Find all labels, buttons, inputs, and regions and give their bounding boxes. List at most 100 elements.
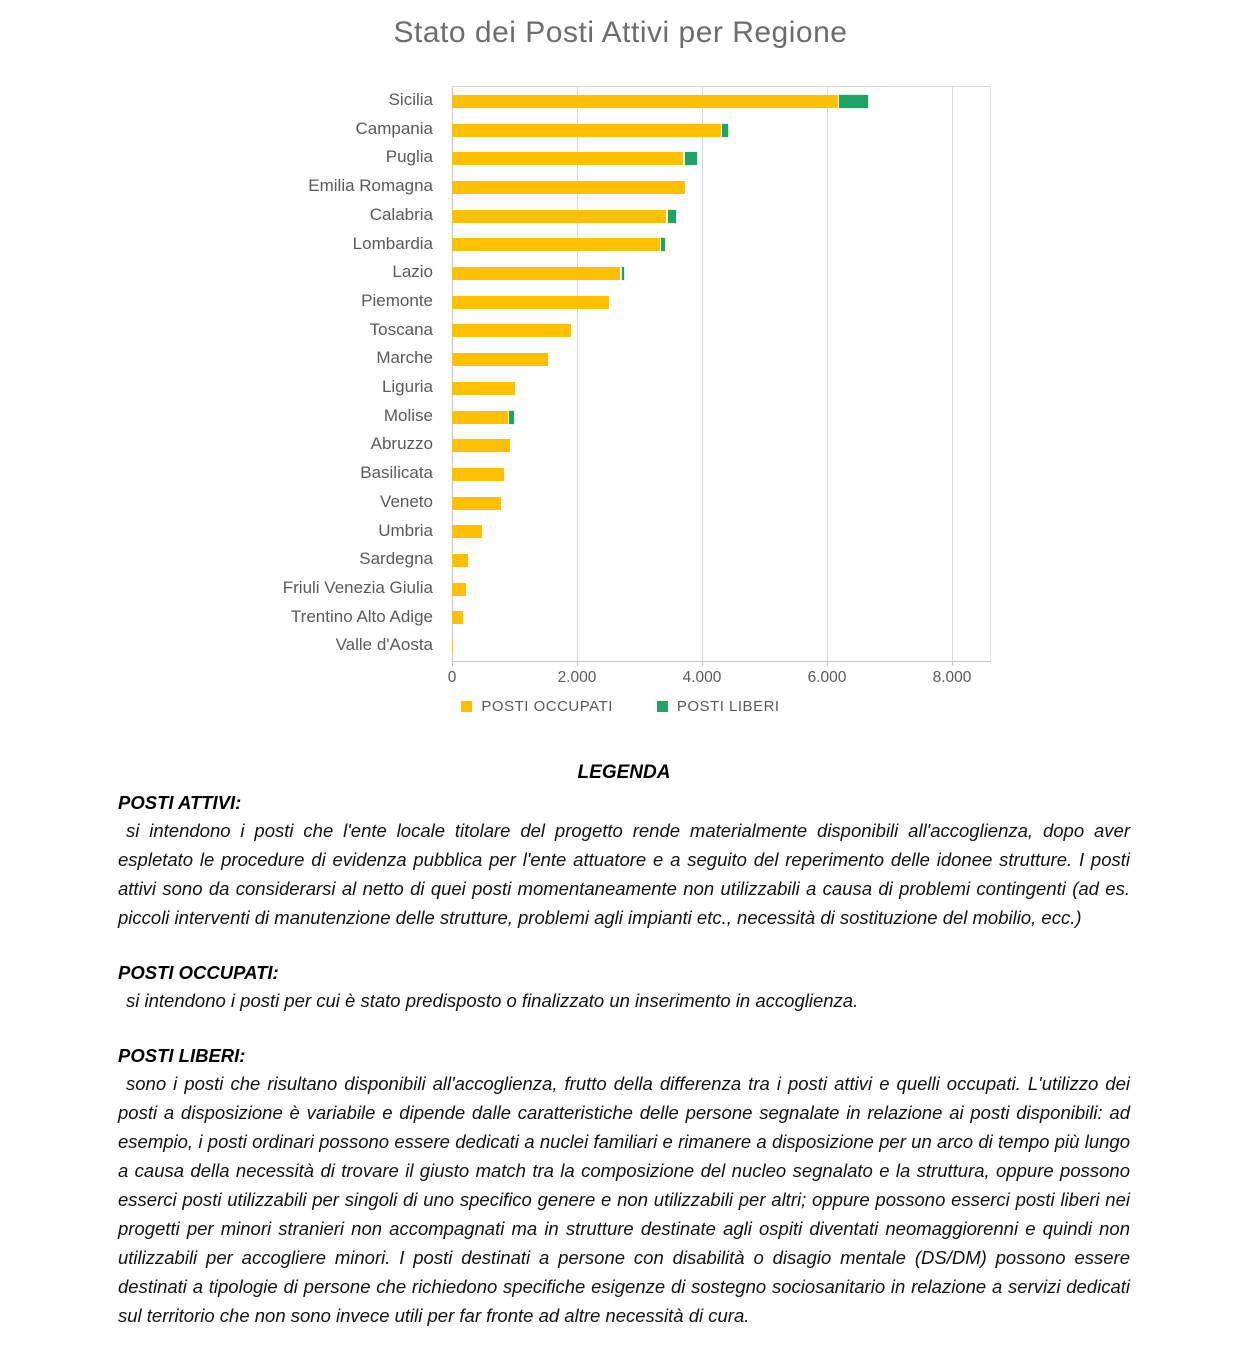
legend-item-posti-occupati: POSTI OCCUPATI [461, 698, 612, 715]
bar-row [452, 467, 505, 481]
legenda-section: LEGENDA POSTI ATTIVI: si intendono i pos… [118, 762, 1130, 1360]
category-label: Marche [376, 348, 433, 368]
legend-label: POSTI LIBERI [676, 698, 780, 715]
bar-row [452, 353, 548, 367]
category-label: Abruzzo [370, 434, 433, 454]
bar-posti-occupati [452, 180, 686, 194]
bar-posti-occupati [452, 582, 466, 596]
category-label: Puglia [385, 147, 433, 167]
chart-title: Stato dei Posti Attivi per Regione [393, 16, 848, 49]
bar-posti-liberi [661, 238, 665, 252]
bar-posti-liberi [839, 94, 868, 108]
legend-item-posti-liberi: POSTI LIBERI [656, 698, 780, 715]
bar-posti-occupati [452, 381, 515, 395]
category-label: Veneto [380, 491, 433, 511]
legenda-body-posti-occupati: si intendono i posti per cui è stato pre… [126, 990, 859, 1011]
gridline-8000 [952, 87, 953, 661]
bar-posti-liberi [684, 152, 697, 166]
category-label: Umbria [378, 520, 433, 540]
legenda-body-posti-liberi: sono i posti che risultano disponibili a… [118, 1073, 1130, 1326]
legenda-posti-attivi: POSTI ATTIVI: si intendono i posti che l… [118, 792, 1130, 932]
x-tick-mark [827, 661, 828, 666]
bar-row [452, 324, 571, 338]
gridline-0 [452, 87, 453, 661]
category-label: Liguria [381, 377, 433, 396]
bar-row [452, 554, 468, 568]
bar-posti-occupati [452, 353, 548, 367]
bar-row [452, 152, 697, 166]
x-tick-label: 6.000 [807, 669, 847, 686]
category-label: Valle d'Aosta [335, 635, 433, 655]
category-label: Calabria [369, 204, 433, 224]
legend-swatch-icon [656, 701, 668, 712]
category-label: Emilia Romagna [308, 176, 433, 196]
bar-row [452, 94, 868, 108]
category-label: Sardegna [359, 549, 433, 569]
bar-posti-occupati [452, 496, 502, 510]
legenda-body-posti-attivi: si intendono i posti che l'ente locale t… [118, 820, 1130, 928]
bar-posti-occupati [452, 324, 571, 338]
bar-row [452, 582, 466, 596]
x-tick-label: 4.000 [682, 669, 722, 686]
legenda-heading-posti-attivi: POSTI ATTIVI: [118, 792, 242, 813]
legenda-heading-posti-liberi: POSTI LIBERI: [118, 1045, 246, 1066]
bar-posti-occupati [452, 410, 508, 424]
gridline-4000 [702, 87, 703, 661]
legend-swatch-icon [461, 701, 473, 712]
bar-posti-occupati [452, 640, 453, 654]
legenda-posti-occupati: POSTI OCCUPATI: si intendono i posti per… [118, 962, 1130, 1015]
chart-posti-attivi: Stato dei Posti Attivi per Regione Sicil… [0, 16, 1241, 715]
bar-row [452, 496, 502, 510]
bar-row [452, 123, 728, 137]
category-label: Lazio [392, 262, 433, 282]
bar-row [452, 180, 686, 194]
bar-posti-occupati [452, 439, 510, 453]
category-label: Lombardia [352, 233, 433, 253]
bar-posti-occupati [452, 525, 482, 539]
bar-posti-occupati [452, 467, 505, 481]
bar-posti-occupati [452, 238, 660, 252]
x-tick-mark [452, 661, 453, 666]
bar-row [452, 381, 515, 395]
category-label: Toscana [369, 319, 433, 339]
x-tick-mark [577, 661, 578, 666]
category-label: Sicilia [388, 90, 433, 109]
bar-posti-occupati [452, 611, 463, 625]
bar-row [452, 611, 463, 625]
x-tick-label: 0 [447, 669, 457, 686]
bar-posti-liberi [621, 267, 624, 281]
category-label: Friuli Venezia Giulia [282, 577, 433, 597]
x-tick-label: 2.000 [557, 669, 597, 686]
category-axis: Sicilia Campania Puglia Emilia Romagna Calab… [0, 86, 433, 660]
x-tick-label: 8.000 [932, 669, 972, 686]
bar-posti-liberi [667, 209, 676, 223]
bar-row [452, 238, 665, 252]
bar-posti-occupati [452, 267, 621, 281]
category-label: Piemonte [361, 290, 433, 310]
bar-row [452, 295, 610, 309]
legend-label: POSTI OCCUPATI [481, 698, 613, 715]
bar-row [452, 209, 676, 223]
bar-posti-occupati [452, 94, 838, 108]
x-tick-mark [702, 661, 703, 666]
gridline-6000 [827, 87, 828, 661]
bar-row [452, 410, 515, 424]
bar-row [452, 439, 510, 453]
value-axis: 0 2.000 4.000 6.000 8.000 [0, 661, 1241, 701]
legenda-heading-posti-occupati: POSTI OCCUPATI: [118, 962, 279, 983]
bar-posti-occupati [452, 554, 468, 568]
bar-posti-occupati [452, 152, 684, 166]
bar-row [452, 640, 453, 654]
bar-posti-liberi [509, 410, 515, 424]
bar-row [452, 525, 482, 539]
category-label: Campania [355, 118, 434, 138]
bar-row [452, 267, 624, 281]
legenda-title: LEGENDA [577, 762, 671, 783]
category-label: Basilicata [360, 463, 433, 483]
bar-posti-occupati [452, 295, 610, 309]
x-tick-mark [952, 661, 953, 666]
category-label: Trentino Alto Adige [290, 606, 433, 626]
chart-legend: POSTI OCCUPATI POSTI LIBERI [0, 698, 1241, 715]
plot-area [452, 86, 991, 662]
